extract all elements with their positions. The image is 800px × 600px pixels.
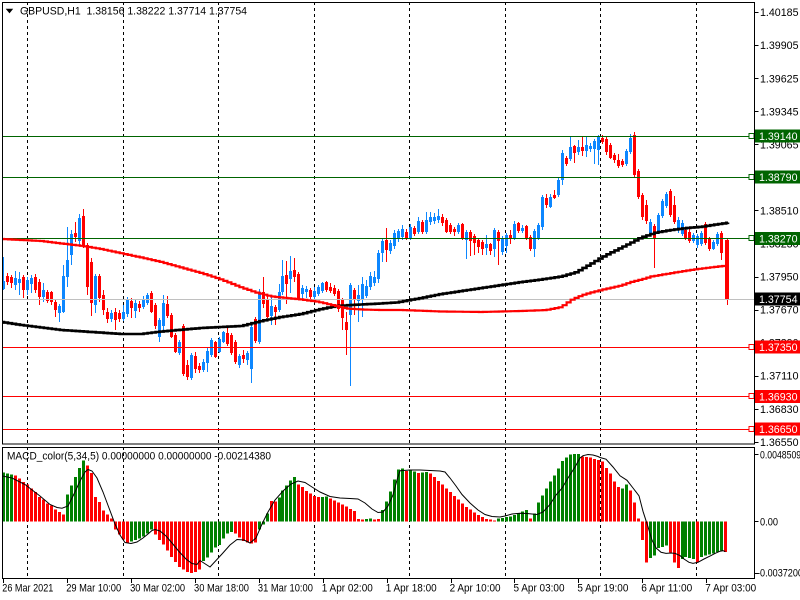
svg-text:26 Mar 2021: 26 Mar 2021: [2, 583, 53, 595]
svg-text:1.39140: 1.39140: [759, 131, 798, 143]
svg-text:1.37754: 1.37754: [759, 294, 798, 306]
svg-text:1.38270: 1.38270: [759, 234, 798, 246]
svg-text:1 Apr 02:00: 1 Apr 02:00: [322, 583, 373, 595]
svg-text:6 Apr 11:00: 6 Apr 11:00: [641, 583, 692, 595]
svg-text:29 Mar 10:00: 29 Mar 10:00: [66, 583, 121, 595]
svg-text:5 Apr 19:00: 5 Apr 19:00: [577, 583, 628, 595]
svg-text:31 Mar 10:00: 31 Mar 10:00: [258, 583, 313, 595]
svg-text:0.00485095: 0.00485095: [760, 450, 800, 462]
svg-text:7 Apr 03:00: 7 Apr 03:00: [705, 583, 756, 595]
svg-text:2 Apr 10:00: 2 Apr 10:00: [450, 583, 501, 595]
svg-text:30 Mar 02:00: 30 Mar 02:00: [130, 583, 185, 595]
svg-text:1.36550: 1.36550: [760, 437, 799, 449]
svg-text:1.37670: 1.37670: [760, 305, 799, 317]
svg-text:5 Apr 03:00: 5 Apr 03:00: [514, 583, 565, 595]
svg-text:1.37350: 1.37350: [759, 342, 798, 354]
svg-text:1.37110: 1.37110: [760, 371, 799, 383]
svg-text:30 Mar 18:00: 30 Mar 18:00: [194, 583, 249, 595]
svg-text:1.39625: 1.39625: [760, 73, 799, 85]
svg-text:1.36650: 1.36650: [759, 424, 798, 436]
svg-text:1.38790: 1.38790: [759, 172, 798, 184]
svg-text:1.38510: 1.38510: [760, 206, 799, 218]
svg-text:1.39345: 1.39345: [760, 106, 799, 118]
svg-text:MACD_color(5,34,5) 0.00000000: MACD_color(5,34,5) 0.00000000 0.00000000…: [7, 451, 271, 463]
svg-text:1.36930: 1.36930: [759, 391, 798, 403]
svg-text:1.39905: 1.39905: [760, 40, 799, 52]
svg-text:1.37950: 1.37950: [760, 272, 799, 284]
svg-text:0.00: 0.00: [760, 516, 778, 528]
svg-text:-0.00372005: -0.00372005: [757, 568, 800, 580]
svg-text:1.36830: 1.36830: [760, 404, 799, 416]
svg-text:1.40185: 1.40185: [760, 7, 799, 19]
svg-text:GBPUSD,H1 1.38156 1.38222 1.3: GBPUSD,H1 1.38156 1.38222 1.37714 1.3775…: [20, 6, 247, 18]
svg-text:1 Apr 18:00: 1 Apr 18:00: [386, 583, 437, 595]
